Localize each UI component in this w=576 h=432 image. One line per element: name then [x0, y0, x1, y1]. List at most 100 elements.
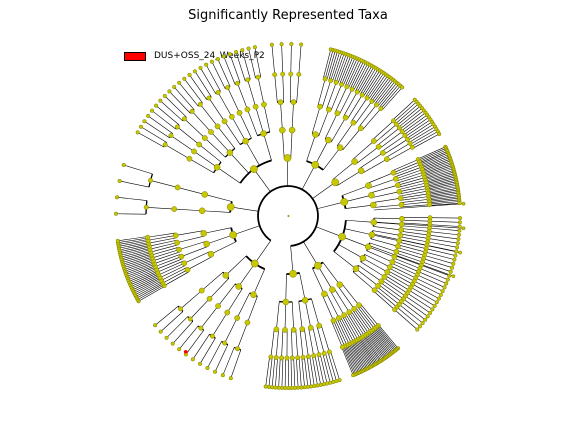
taxon-node [213, 369, 218, 374]
taxon-edge [306, 356, 312, 387]
taxon-edge [339, 55, 352, 84]
taxon-edge [322, 294, 334, 321]
taxon-edge [331, 321, 343, 348]
taxon-node [288, 126, 296, 134]
taxon-edge [343, 57, 356, 86]
taxon-node [113, 211, 119, 216]
taxon-edge [369, 242, 397, 252]
taxon-edge [175, 230, 204, 236]
taxon-edge [429, 197, 460, 202]
taxon-node [181, 260, 188, 267]
taxon-edge [427, 181, 457, 188]
taxon-node [158, 98, 163, 103]
taxon-edge [204, 137, 226, 158]
taxon-edge [361, 337, 378, 364]
taxon-node [351, 305, 358, 312]
taxon-edge [284, 357, 286, 388]
taxon-node [375, 283, 381, 289]
taxon-node [368, 231, 376, 239]
taxon-edge [248, 48, 256, 78]
taxon-edge [397, 247, 425, 256]
taxon-edge [241, 50, 251, 80]
taxon-node [261, 101, 267, 108]
taxon-node [263, 384, 268, 389]
taxon-node [198, 207, 206, 214]
taxon-edge [377, 82, 398, 107]
taxon-edge [173, 86, 195, 110]
taxon-node [233, 49, 239, 55]
taxon-node [455, 245, 460, 250]
cladogram-arcs [145, 76, 431, 359]
taxon-edge [412, 133, 440, 149]
taxon-edge [394, 166, 422, 178]
leaf-edge [373, 221, 464, 229]
taxon-edge [407, 292, 433, 310]
taxon-edge [325, 352, 334, 382]
taxon-node [146, 113, 151, 118]
taxon-edge [371, 234, 400, 242]
taxon-node [396, 188, 403, 195]
taxon-node [192, 69, 198, 74]
taxon-edge [214, 344, 229, 372]
taxon-edge [372, 197, 401, 203]
taxon-edge [424, 170, 454, 179]
taxon-edge [399, 185, 427, 192]
taxon-edge [282, 74, 285, 103]
taxon-node [189, 108, 195, 114]
taxon-node [398, 221, 405, 228]
taxon-edge [304, 357, 309, 387]
taxon-edge [359, 152, 384, 169]
taxon-node [398, 227, 405, 233]
taxon-edge [392, 99, 415, 121]
taxon-edge [151, 247, 179, 256]
taxon-edge [225, 255, 247, 276]
taxon-edge [200, 67, 217, 94]
taxon-edge [357, 339, 373, 367]
taxon-node [341, 312, 347, 319]
taxon-edge [374, 328, 394, 353]
taxon-edge [164, 95, 187, 118]
taxon-node [457, 220, 462, 225]
taxon-node [148, 177, 153, 183]
taxon-edge [149, 239, 177, 247]
taxon-edge [393, 161, 420, 173]
taxon-edge [406, 121, 433, 139]
taxon-edge [348, 60, 362, 88]
taxon-edge [370, 238, 398, 247]
taxon-edge [239, 112, 252, 139]
taxon-edge [400, 196, 429, 201]
taxon-edge [410, 128, 437, 145]
taxon-edge [339, 89, 353, 115]
taxon-node [187, 72, 192, 78]
taxon-node [236, 109, 243, 116]
taxon-edge [132, 276, 160, 291]
taxon-edge [333, 251, 357, 269]
phylum-edge [254, 240, 272, 264]
taxon-edge [373, 78, 392, 103]
taxon-node [196, 141, 203, 148]
taxon-edge [425, 251, 455, 260]
taxon-edge [135, 282, 163, 297]
taxon-node [457, 201, 462, 206]
taxon-edge [311, 298, 320, 326]
taxon-edge [377, 325, 398, 350]
taxon-edge [378, 284, 402, 302]
taxon-edge [318, 109, 330, 136]
taxon-node [215, 89, 221, 95]
taxon-node [246, 46, 251, 51]
taxon-edge [130, 273, 159, 287]
root-node [287, 214, 290, 218]
taxon-node [307, 324, 314, 331]
taxon-node [328, 78, 334, 84]
taxon-edge [129, 271, 158, 284]
taxon-node [226, 203, 235, 211]
taxon-node [143, 204, 149, 210]
taxon-node [296, 71, 302, 77]
taxon-edge [365, 71, 383, 98]
taxon-node [336, 281, 344, 288]
taxon-node [158, 329, 163, 334]
taxon-edge [322, 353, 331, 383]
taxon-edge [120, 249, 151, 258]
taxon-edge [172, 321, 194, 344]
taxon-edge [342, 346, 355, 375]
